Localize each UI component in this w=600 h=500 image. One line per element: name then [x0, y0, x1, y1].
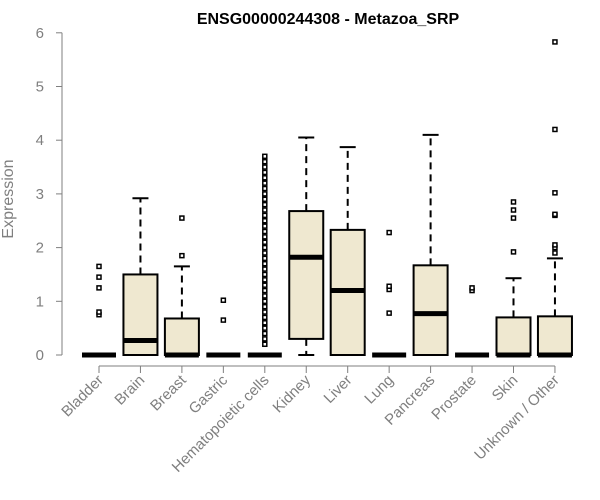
outlier-point: [262, 218, 268, 224]
outlier-point: [552, 250, 558, 256]
box: [412, 264, 449, 357]
outlier-point: [220, 297, 227, 303]
box: [536, 315, 573, 356]
outlier-point: [262, 293, 268, 299]
outlier-point: [510, 199, 517, 205]
y-axis: 0 1 2 3 4 5 6: [36, 25, 63, 364]
outlier-point: [96, 263, 102, 270]
outlier-point: [262, 153, 268, 160]
outlier-point: [262, 309, 268, 315]
outlier-point: [262, 266, 268, 272]
outlier-point: [262, 244, 268, 251]
outlier-point: [552, 242, 558, 248]
outlier-point: [262, 158, 268, 165]
outlier-point: [262, 201, 268, 208]
outlier-point: [386, 283, 392, 290]
outlier-point: [262, 260, 268, 267]
y-tick-label: 2: [36, 240, 44, 257]
outlier-point: [262, 169, 268, 176]
outlier-point: [510, 207, 517, 213]
box: [495, 316, 532, 357]
chart-title: ENSG00000244308 - Metazoa_SRP: [197, 11, 460, 28]
outlier-point: [262, 336, 268, 342]
outlier-point: [262, 191, 268, 197]
outlier-point: [552, 126, 558, 133]
y-axis-label: Expression: [0, 159, 17, 238]
box-group: [82, 263, 116, 358]
outlier-point: [262, 282, 268, 288]
outlier-point: [262, 223, 268, 229]
outlier-point: [262, 320, 268, 326]
box-group: [206, 297, 241, 358]
outlier-point: [96, 285, 102, 291]
outlier-point: [262, 212, 268, 219]
outlier-point: [262, 271, 268, 278]
outlier-point: [469, 285, 475, 291]
x-tick-label: Liver: [321, 372, 356, 407]
outlier-point: [262, 341, 268, 348]
outlier-point: [262, 175, 268, 181]
outlier-point: [262, 287, 268, 294]
y-tick-label: 1: [36, 293, 44, 310]
outlier-point: [510, 249, 517, 255]
y-tick-label: 3: [36, 186, 44, 203]
box-group: [288, 136, 325, 356]
box-group: [412, 133, 449, 357]
outlier-point: [96, 309, 102, 315]
y-tick-label: 6: [36, 25, 44, 42]
x-tick-label: Breast: [147, 371, 190, 414]
box-series: [82, 39, 573, 358]
outlier-point: [552, 39, 558, 45]
y-tick-label: 4: [36, 132, 44, 149]
box-group: [536, 39, 573, 358]
outlier-point: [262, 330, 268, 337]
outlier-point: [510, 215, 517, 221]
box-group: [372, 229, 407, 358]
outlier-point: [179, 215, 185, 221]
outlier-point: [262, 255, 268, 262]
outlier-point: [386, 229, 392, 236]
outlier-point: [262, 180, 268, 186]
outlier-point: [262, 164, 268, 170]
x-tick-label: Kidney: [270, 371, 315, 416]
outlier-point: [262, 196, 268, 203]
box: [288, 210, 325, 340]
box-group: [163, 215, 200, 358]
x-tick-label: Skin: [489, 372, 522, 405]
outlier-point: [262, 298, 268, 305]
outlier-point: [262, 303, 268, 310]
outlier-point: [262, 314, 268, 321]
outlier-point: [262, 234, 268, 240]
outlier-point: [96, 274, 102, 280]
y-tick-label: 0: [36, 347, 44, 364]
outlier-point: [552, 190, 558, 196]
outlier-point: [220, 317, 227, 323]
x-tick-label: Bladder: [58, 372, 107, 421]
outlier-point: [179, 252, 185, 259]
outlier-point: [262, 228, 268, 235]
outlier-point: [262, 207, 268, 213]
outlier-point: [262, 250, 268, 256]
outlier-point: [262, 239, 268, 245]
y-tick-label: 5: [36, 79, 44, 96]
x-tick-label: Prostate: [428, 372, 480, 424]
x-tick-label: Lung: [361, 372, 397, 408]
outlier-point: [386, 310, 392, 316]
x-tick-label: Brain: [111, 372, 148, 409]
outlier-point: [552, 211, 558, 218]
box-group: [122, 197, 159, 357]
box-group: [329, 146, 366, 356]
outlier-point: [262, 277, 268, 283]
box-group: [495, 199, 532, 358]
box: [163, 317, 200, 357]
outlier-point: [262, 325, 268, 331]
box-group: [247, 153, 282, 358]
box-group: [455, 285, 490, 358]
outlier-point: [262, 185, 268, 192]
